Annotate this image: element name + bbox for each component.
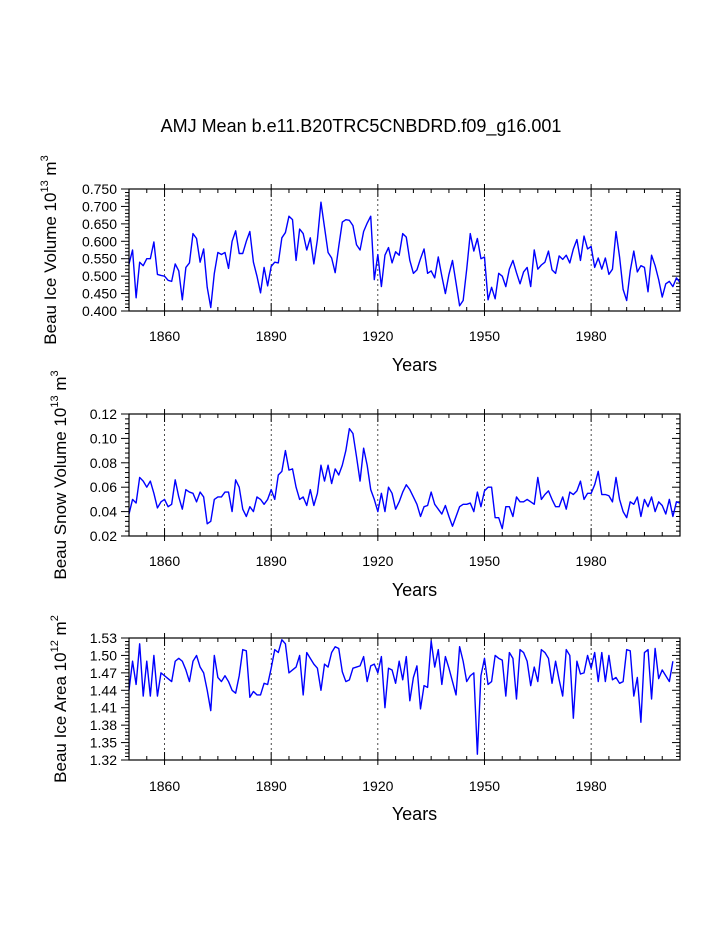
- x-tick-label: 1890: [256, 553, 287, 569]
- figure-title: AMJ Mean b.e11.B20TRC5CNBDRD.f09_g16.001: [161, 116, 562, 137]
- plot-frame: [128, 413, 681, 537]
- x-tick-label: 1860: [149, 328, 180, 344]
- x-tick-label: 1920: [362, 553, 393, 569]
- y-tick-label: 0.06: [90, 479, 117, 495]
- x-tick-label: 1980: [576, 553, 607, 569]
- chart-panel-2: 1860 1890 1920 1950 1980 0.02 0.04 0.06 0.08 0.10…: [49, 370, 681, 600]
- y-axis-title-main: Beau Ice Volume 10: [41, 193, 60, 345]
- x-tick-label: 1920: [362, 778, 393, 794]
- x-axis-title: Years: [392, 804, 437, 824]
- y-axis-title-unit: m: [51, 621, 70, 640]
- x-tick-label: 1980: [576, 778, 607, 794]
- y-tick-label: 0.400: [82, 303, 117, 319]
- y-tick-label: 1.32: [90, 752, 117, 768]
- y-axis-title: Beau Ice Volume 1013 m3: [39, 155, 60, 344]
- x-tick-label: 1950: [469, 553, 500, 569]
- y-tick-label: 0.12: [90, 406, 117, 422]
- x-tick-label: 1920: [362, 328, 393, 344]
- y-tick-label: 1.41: [90, 700, 117, 716]
- x-tick-label: 1950: [469, 328, 500, 344]
- y-tick-label: 1.35: [90, 735, 117, 751]
- y-tick-label: 1.50: [90, 647, 117, 663]
- y-axis-title-unit-exponent: 3: [39, 155, 51, 161]
- y-tick-label: 1.47: [90, 665, 117, 681]
- y-tick-label: 0.04: [90, 504, 117, 520]
- y-axis-title: Beau Ice Area 1012 m2: [49, 615, 70, 783]
- y-tick-label: 0.450: [82, 286, 117, 302]
- y-axis-title-unit-exponent: 2: [49, 615, 61, 621]
- y-axis-title-exponent: 13: [39, 180, 51, 192]
- y-axis-title-unit-exponent: 3: [49, 370, 61, 376]
- series-line: [128, 201, 681, 309]
- y-axis-title-exponent: 13: [49, 395, 61, 407]
- y-tick-label: 1.53: [90, 630, 117, 646]
- y-tick-label: 0.600: [82, 233, 117, 249]
- y-tick-label: 0.650: [82, 216, 117, 232]
- y-axis-title-main: Beau Snow Volume 10: [51, 408, 70, 580]
- x-tick-label: 1980: [576, 328, 607, 344]
- x-tick-label: 1890: [256, 328, 287, 344]
- y-tick-label: 1.38: [90, 717, 117, 733]
- y-axis-title-unit: m: [41, 161, 60, 180]
- series-line: [128, 639, 674, 755]
- chart-panel-3: 1860 1890 1920 1950 1980 1.321.35 1.381.41 1.44…: [49, 615, 681, 824]
- y-axis-title: Beau Snow Volume 1013 m3: [49, 370, 70, 579]
- series-line: [128, 427, 681, 530]
- x-axis-title: Years: [392, 355, 437, 375]
- x-axis-title: Years: [392, 580, 437, 600]
- y-axis-title-unit: m: [51, 376, 70, 395]
- x-tick-label: 1950: [469, 778, 500, 794]
- plot-frame: [128, 637, 681, 761]
- x-tick-label: 1890: [256, 778, 287, 794]
- x-tick-label: 1860: [149, 778, 180, 794]
- y-tick-label: 0.500: [82, 268, 117, 284]
- y-tick-label: 0.750: [82, 181, 117, 197]
- y-tick-label: 0.02: [90, 528, 117, 544]
- y-tick-label: 0.08: [90, 455, 117, 471]
- y-tick-label: 0.700: [82, 198, 117, 214]
- y-axis-title-main: Beau Ice Area 10: [51, 652, 70, 782]
- x-tick-label: 1860: [149, 553, 180, 569]
- y-tick-label: 1.44: [90, 682, 117, 698]
- y-tick-label: 0.10: [90, 430, 117, 446]
- plot-frame: [128, 188, 681, 312]
- y-axis-title-exponent: 12: [49, 640, 61, 652]
- y-tick-label: 0.550: [82, 251, 117, 267]
